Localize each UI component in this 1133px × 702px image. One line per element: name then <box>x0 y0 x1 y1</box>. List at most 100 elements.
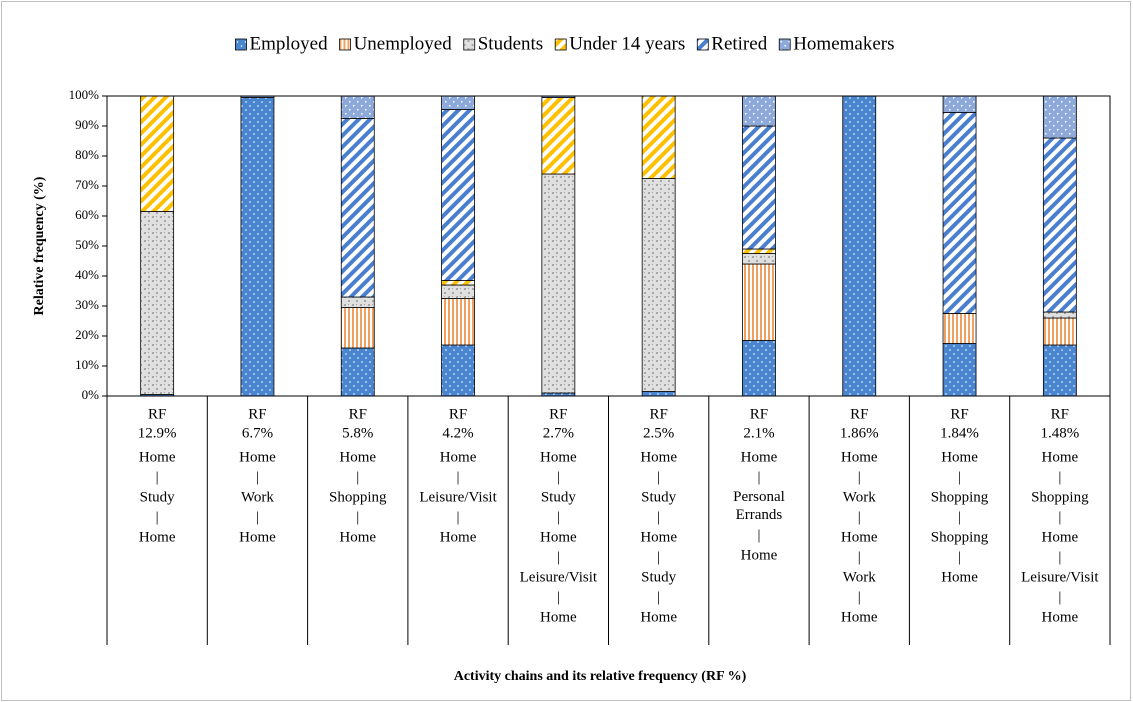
bar-segment <box>340 347 375 397</box>
category-label: Personal Errands <box>733 489 785 523</box>
category-label: | <box>1058 589 1061 605</box>
category-label: Leisure/Visit <box>419 489 497 505</box>
category-label: Home <box>741 547 778 563</box>
category-label: | <box>457 469 460 485</box>
bar-segment <box>942 112 977 314</box>
category-label: 1.86% <box>840 425 879 441</box>
category-label: Home <box>841 529 878 545</box>
category-label: | <box>557 589 560 605</box>
legend-swatch <box>554 38 567 51</box>
category-label: Home <box>841 609 878 625</box>
legend-swatch <box>778 38 791 51</box>
bar-segment <box>641 95 676 179</box>
category-label: Study <box>541 489 577 505</box>
bar-segment <box>1042 137 1077 313</box>
category-label: Work <box>843 489 876 505</box>
legend-label: Employed <box>249 33 328 54</box>
y-tick-label: 100% <box>69 87 100 102</box>
bar-segment <box>1042 344 1077 397</box>
category-label: Work <box>241 489 274 505</box>
category-label: | <box>858 549 861 565</box>
bar-segment <box>441 95 475 110</box>
bar-segment <box>942 95 977 113</box>
bar-segment <box>742 263 776 341</box>
category-label: | <box>657 589 660 605</box>
legend-item: Employed <box>235 33 328 54</box>
legend-label: Homemakers <box>793 33 894 54</box>
bar-segment <box>942 343 977 397</box>
category-label: Home <box>1042 449 1079 465</box>
category-label: Home <box>239 449 276 465</box>
category-label: Shopping <box>931 489 989 505</box>
category-label: Home <box>941 569 978 585</box>
category-label: 12.9% <box>138 425 177 441</box>
legend-swatch <box>339 38 351 51</box>
category-label: Home <box>239 529 276 545</box>
y-tick-label: 30% <box>75 297 99 312</box>
bar-segment <box>641 178 676 392</box>
legend-item: Under 14 years <box>554 33 685 54</box>
category-label: Home <box>640 529 677 545</box>
category-label: 5.8% <box>342 425 373 441</box>
category-label: Study <box>641 489 677 505</box>
category-label: Home <box>139 449 176 465</box>
x-axis-title: Activity chains and its relative frequen… <box>454 669 747 684</box>
category-label: | <box>1058 549 1061 565</box>
category-label: Home <box>540 529 577 545</box>
category-label: | <box>757 469 760 485</box>
bar-segment <box>742 125 776 250</box>
bar-segment <box>240 97 275 397</box>
bar-segment <box>1042 95 1077 139</box>
category-label: RF <box>1051 406 1069 422</box>
y-tick-label: 70% <box>75 177 99 192</box>
category-label: 1.48% <box>1040 425 1079 441</box>
bar-segment <box>942 313 977 344</box>
legend-item: Retired <box>696 33 768 54</box>
bar-segment <box>541 173 576 394</box>
bar-segment <box>340 95 375 119</box>
bar-segment <box>1042 311 1077 319</box>
bar-segment <box>441 284 475 299</box>
category-label: Home <box>540 609 577 625</box>
bar-segment <box>340 118 375 298</box>
category-label: | <box>356 509 359 525</box>
category-label: 2.7% <box>543 425 574 441</box>
bar-segment <box>441 344 475 397</box>
category-label: Study <box>641 569 677 585</box>
bar-segment <box>742 248 776 254</box>
category-label: Home <box>540 449 577 465</box>
y-tick-label: 40% <box>75 267 99 282</box>
legend-item: Unemployed <box>339 33 452 54</box>
category-label: | <box>156 469 159 485</box>
bar-segment <box>140 211 175 395</box>
bar-segment <box>742 340 776 397</box>
category-label: | <box>1058 469 1061 485</box>
bar-segment <box>340 296 375 308</box>
category-label: | <box>858 589 861 605</box>
category-label: | <box>557 469 560 485</box>
category-label: Home <box>139 529 176 545</box>
category-label: 2.1% <box>743 425 774 441</box>
bar-segment <box>441 298 475 346</box>
bar-segment <box>441 280 475 286</box>
category-label: RF <box>950 406 968 422</box>
y-tick-label: 20% <box>75 327 99 342</box>
category-label: Work <box>843 569 876 585</box>
category-label: Home <box>339 449 376 465</box>
category-label: RF <box>750 406 768 422</box>
y-tick-label: 60% <box>75 207 99 222</box>
category-label: | <box>657 469 660 485</box>
category-label: | <box>557 509 560 525</box>
category-label: | <box>457 509 460 525</box>
category-label: Home <box>640 449 677 465</box>
bar-segment <box>842 95 877 397</box>
bar-segment <box>641 391 676 397</box>
legend-item: Homemakers <box>778 33 895 54</box>
legend: Employed Unemployed Students Under 14 years… <box>235 33 895 54</box>
legend-swatch <box>696 38 709 51</box>
category-label: | <box>858 469 861 485</box>
category-label: | <box>958 549 961 565</box>
legend-item: Students <box>463 33 543 54</box>
category-label: Home <box>339 529 376 545</box>
